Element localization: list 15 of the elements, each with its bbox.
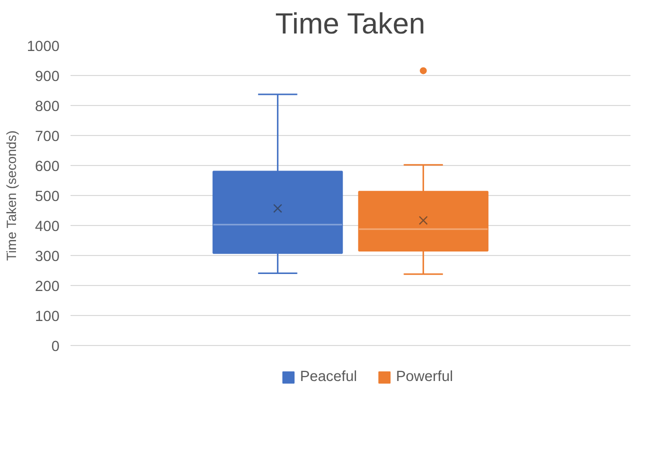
legend-label: Peaceful (300, 369, 358, 385)
y-tick-label: 200 (35, 279, 60, 295)
y-tick-label: 1000 (26, 39, 60, 55)
y-tick-label: 900 (35, 69, 60, 85)
y-axis-title: Time Taken (seconds) (4, 130, 19, 261)
y-tick-label: 600 (35, 159, 60, 175)
chart-title: Time Taken (275, 8, 426, 40)
y-tick-label: 700 (35, 129, 60, 145)
y-tick-label: 300 (35, 249, 60, 265)
y-tick-label: 100 (35, 309, 60, 325)
legend-label: Powerful (396, 369, 454, 385)
y-tick-label: 400 (35, 219, 60, 235)
y-tick-label: 0 (51, 339, 60, 355)
y-tick-label: 500 (35, 189, 60, 205)
y-tick-label: 800 (35, 99, 60, 115)
